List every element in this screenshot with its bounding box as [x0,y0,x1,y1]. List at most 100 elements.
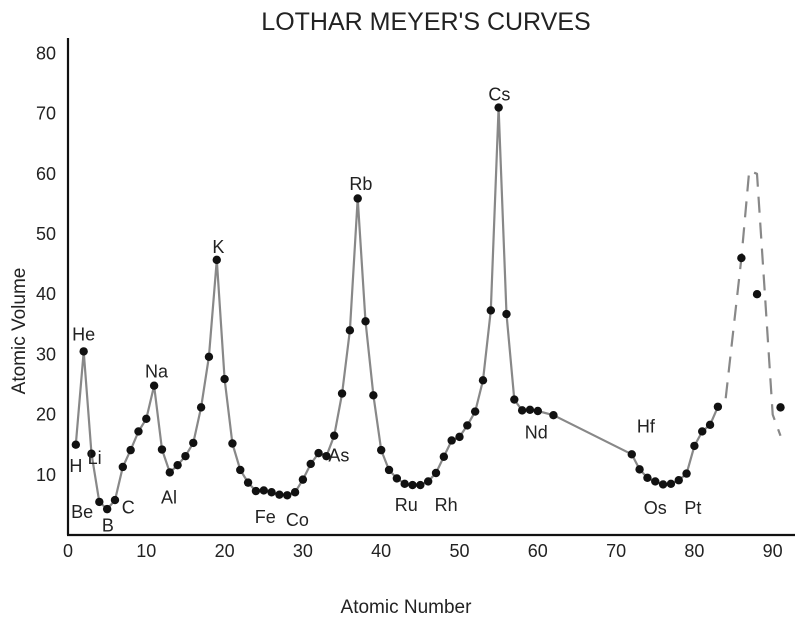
element-label: Cs [488,84,510,104]
element-label: Nd [525,423,548,443]
data-point [713,402,723,411]
data-point [220,374,229,384]
data-point [658,480,668,489]
data-point [549,411,558,420]
data-point [267,488,276,497]
data-point [533,406,542,416]
data-point [259,486,268,495]
data-point [330,431,339,440]
data-point [463,421,472,430]
y-tick-label: 60 [36,164,56,184]
element-label-layer: He H Li Be BC Na Al K Fe Co As Rb Ru Rh Cs Nd Hf Os Pt [69,84,701,535]
element-label: C [122,497,135,517]
data-point [447,436,456,445]
data-point [369,391,378,400]
x-tick-label: 80 [684,541,704,561]
element-label: Na [145,361,169,381]
data-point [283,491,292,500]
element-label: B [102,515,114,535]
data-point [384,465,394,475]
element-label: Os [644,498,667,518]
data-point [627,450,636,459]
data-point [275,490,284,499]
y-tick-label: 50 [36,224,56,244]
data-point [173,460,182,470]
data-point [71,440,81,449]
data-point [776,403,785,412]
data-point [79,347,88,356]
data-point [212,255,221,265]
data-point [87,449,96,458]
element-label: Li [88,448,102,468]
element-label: Rb [349,174,372,194]
data-point [502,309,511,319]
series-line-dashed [724,169,782,437]
y-tick-label: 70 [36,104,56,124]
data-point [189,438,198,448]
data-point [392,474,402,483]
element-label: Pt [684,498,701,518]
y-tick-label: 40 [36,284,56,304]
data-point [470,407,480,416]
x-tick-label: 10 [136,541,156,561]
y-tick-label: 80 [36,43,56,63]
data-point [698,427,707,436]
data-point [478,376,488,385]
data-point [306,459,315,469]
y-tick-label: 10 [36,465,56,485]
axis-ticks: 0 10 20 30 40 50 60 70 80 90 10 20 30 40 50 60 70 80 [36,43,783,561]
x-tick-label: 60 [528,541,548,561]
element-label: Al [161,488,177,508]
data-point [95,497,104,507]
data-point [510,395,519,404]
data-point [737,253,746,263]
data-point [228,439,237,448]
x-tick-label: 40 [371,541,391,561]
element-label: He [72,325,95,345]
x-tick-label: 0 [63,541,73,561]
data-point [651,477,660,486]
chart-title: LOTHAR MEYER'S CURVES [261,8,590,36]
data-point [157,445,167,454]
data-point [682,469,691,478]
data-point [525,405,535,414]
data-point [416,480,425,490]
y-tick-label: 20 [36,405,56,425]
data-point [494,103,503,112]
x-axis-label: Atomic Number [341,597,473,617]
x-tick-label: 30 [293,541,313,561]
data-point [752,290,762,299]
data-point [102,504,112,514]
data-point [439,452,449,461]
data-point [118,462,128,472]
data-point [361,317,370,326]
data-point [243,478,253,487]
element-label: Be [71,502,93,522]
x-tick-label: 50 [449,541,469,561]
data-point [690,441,699,451]
data-point [298,475,308,484]
data-point [337,389,347,398]
data-point [377,445,386,455]
data-point [486,306,496,315]
data-point [353,194,362,203]
data-point [423,477,433,486]
data-point [165,468,174,477]
data-point [126,445,135,455]
y-tick-label: 30 [36,344,56,364]
element-label: Co [286,510,309,530]
series-line [74,106,719,511]
data-point [408,480,417,490]
x-tick-label: 70 [606,541,626,561]
data-point [455,432,464,442]
data-point [705,420,715,430]
element-label: Ru [395,495,418,515]
element-label: Fe [255,507,276,527]
element-label: Rh [435,495,458,515]
data-point [142,414,151,424]
data-point [666,479,676,489]
data-point [251,486,261,496]
data-point [236,465,245,475]
element-label: As [328,446,349,466]
